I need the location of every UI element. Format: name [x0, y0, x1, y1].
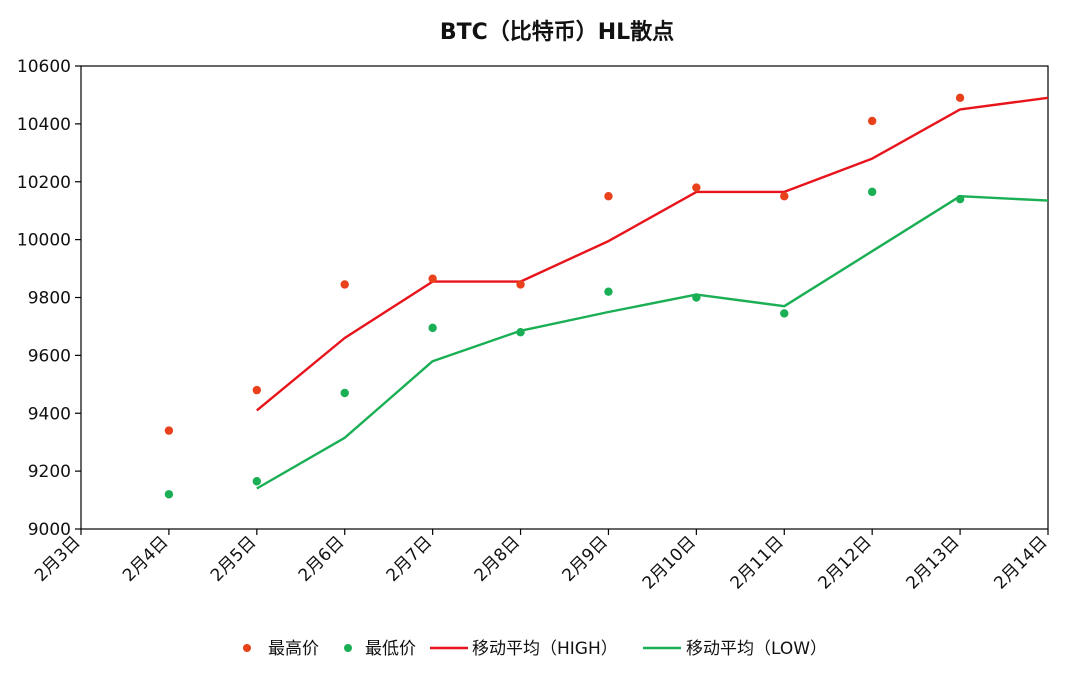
x-tick-label: 2月10日	[639, 532, 700, 593]
series-point-0	[604, 192, 613, 201]
series-point-1	[955, 194, 965, 204]
chart-title: BTC（比特币）HL散点	[440, 19, 674, 45]
x-tick-label: 2月11日	[727, 532, 788, 593]
series-point-0	[164, 426, 174, 435]
x-tick-label: 2月8日	[471, 532, 524, 585]
x-tick-label: 2月6日	[295, 532, 348, 585]
y-tick-label: 10200	[17, 173, 71, 193]
y-tick-label: 10400	[17, 115, 71, 135]
series-point-0	[867, 116, 877, 126]
x-tick-label: 2月7日	[383, 532, 436, 585]
series-point-0	[252, 385, 262, 395]
series-point-0	[780, 192, 789, 201]
series-point-0	[692, 183, 701, 192]
x-tick-label: 2月14日	[990, 532, 1051, 593]
series-point-1	[780, 309, 789, 318]
y-tick-label: 9000	[28, 520, 71, 540]
series-point-1	[516, 328, 525, 337]
series-point-1	[164, 490, 174, 499]
x-tick-label: 2月5日	[207, 532, 260, 585]
x-tick-label: 2月9日	[559, 532, 612, 585]
legend-label: 移动平均（LOW）	[686, 639, 827, 659]
legend-label: 最低价	[365, 639, 416, 659]
legend-label: 最高价	[268, 639, 319, 659]
series-point-0	[340, 280, 349, 289]
series-point-0	[428, 274, 437, 283]
x-tick-label: 2月3日	[31, 532, 84, 585]
legend-label: 移动平均（HIGH）	[472, 639, 618, 659]
y-tick-label: 9600	[28, 346, 71, 366]
series-point-1	[692, 293, 701, 302]
y-tick-label: 9400	[28, 404, 71, 424]
axes: 9000 9200 9400 9600 9800 10000 10200 10400 10600…	[17, 57, 1052, 594]
y-tick-label: 10000	[17, 231, 71, 251]
x-tick-label: 2月4日	[119, 532, 172, 585]
series-point-1	[428, 323, 437, 333]
series-point-1	[252, 477, 262, 486]
series-point-1	[867, 187, 877, 197]
legend-marker	[243, 644, 251, 652]
series-point-0	[516, 280, 525, 289]
series-point-1	[604, 287, 613, 296]
plot-frame	[80, 65, 1049, 530]
y-tick-label: 9800	[28, 289, 71, 309]
y-tick-label: 9200	[28, 462, 71, 482]
y-tick-label: 10600	[17, 57, 71, 77]
series-point-1	[340, 388, 349, 398]
series-line-3	[256, 195, 1049, 490]
legend-marker	[344, 644, 352, 652]
series-line-2	[256, 96, 1049, 412]
x-tick-label: 2月13日	[902, 532, 963, 593]
series-point-0	[955, 93, 965, 103]
legend: 最高价 最低价 移动平均（HIGH） 移动平均（LOW）	[243, 639, 827, 659]
plot-area	[164, 93, 1049, 499]
x-tick-label: 2月12日	[815, 532, 876, 593]
